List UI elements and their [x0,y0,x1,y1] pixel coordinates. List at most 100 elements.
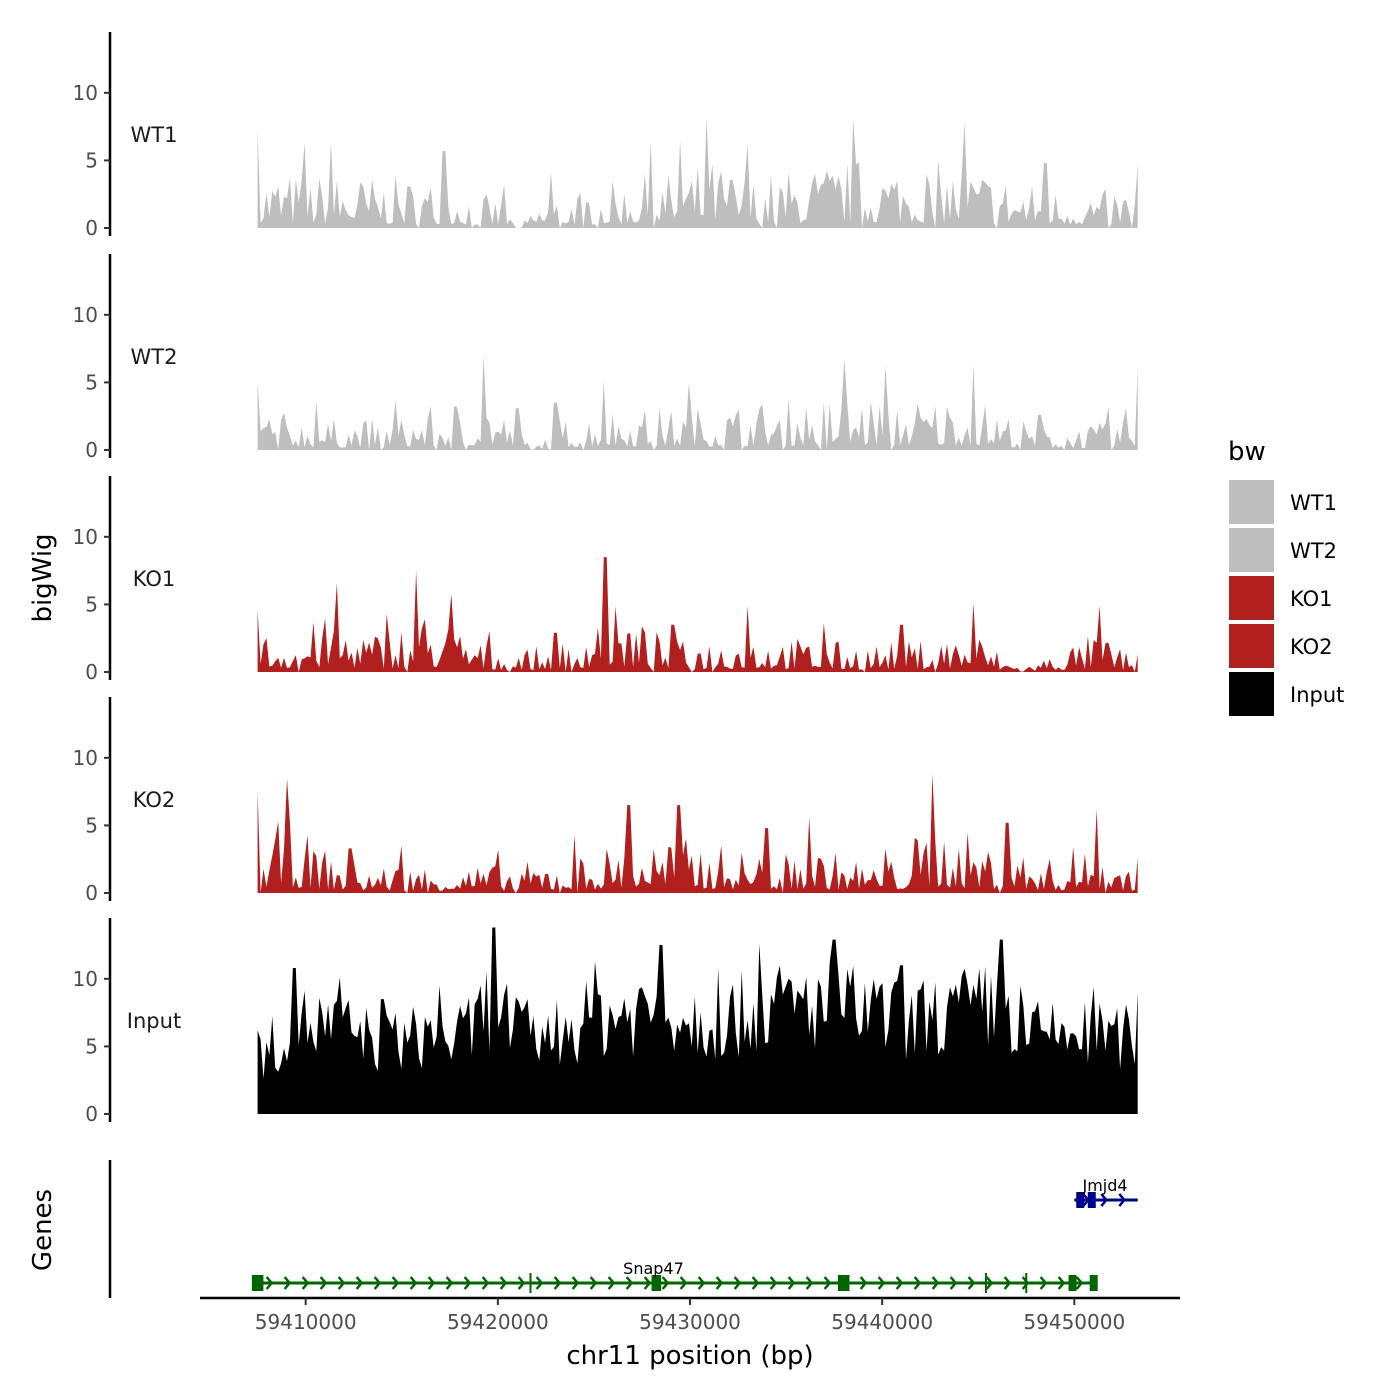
exon [251,1275,264,1291]
strand-arrow [1118,1193,1126,1207]
y-axis-title: bigWig [28,533,58,622]
gene-snap47: Snap47 [251,1259,1098,1293]
strand-arrow [643,1276,652,1290]
track-wt1: 0 5 10 WT1 [73,32,1138,240]
legend-entry-wt2: WT2 [1229,528,1337,572]
coverage-area-wt1 [257,117,1138,228]
legend-label: Input [1290,683,1344,707]
strand-arrow [337,1276,346,1290]
strand-arrow [535,1276,544,1290]
coverage-area-ko1 [257,557,1138,672]
strand-arrow [697,1276,706,1290]
strand-arrow [679,1276,688,1290]
x-tick-label: 59430000 [639,1310,741,1334]
genes-track-title: Genes [28,1189,58,1271]
exon [651,1275,662,1291]
legend-swatch [1229,576,1274,620]
x-tick-label: 59420000 [447,1310,549,1334]
track-label: Input [127,1009,181,1033]
y-tick-label: 10 [73,967,98,991]
track-wt2: 0 5 10 WT2 [73,254,1138,462]
strand-arrow [1057,1276,1066,1290]
strand-arrow [481,1276,490,1290]
coverage-area-ko2 [257,774,1138,893]
strand-arrow [895,1276,904,1290]
track-ko1: 0 5 10 KO1 [73,476,1138,684]
strand-arrow [589,1276,598,1290]
strand-arrow [715,1276,724,1290]
track-ko2: 0 5 10 KO2 [73,697,1138,905]
legend-swatch [1229,480,1274,524]
strand-arrow [1021,1276,1030,1290]
strand-arrow [1100,1193,1108,1207]
strand-arrow [985,1276,994,1290]
legend-entry-input: Input [1229,672,1344,716]
strand-arrow [787,1276,796,1290]
gene-track: Snap47 Jmjd4 [108,1160,1138,1298]
strand-arrow [1039,1276,1048,1290]
legend: bw WT1 WT2 KO1 KO2 Input [1228,437,1344,716]
strand-arrow [373,1276,382,1290]
x-tick-label: 59450000 [1023,1310,1125,1334]
legend-label: WT1 [1290,491,1337,515]
strand-arrow [319,1276,328,1290]
y-tick-label: 5 [85,813,98,837]
strand-arrow [967,1276,976,1290]
legend-label: KO2 [1290,635,1333,659]
y-tick-label: 0 [85,881,98,905]
x-tick-label: 59410000 [255,1310,357,1334]
y-tick-label: 5 [85,148,98,172]
strand-arrow [913,1276,922,1290]
legend-label: WT2 [1290,539,1337,563]
exon [1087,1192,1096,1208]
gene-label: Snap47 [623,1259,684,1278]
y-tick-label: 10 [73,81,98,105]
strand-arrow [859,1276,868,1290]
strand-arrow [517,1276,526,1290]
exon [1076,1192,1085,1208]
strand-arrow [265,1276,274,1290]
legend-label: KO1 [1290,587,1333,611]
strand-arrow [409,1276,418,1290]
y-tick-label: 0 [85,1102,98,1126]
x-axis: 59410000 59420000 59430000 59440000 59450000 [200,1296,1180,1334]
coverage-area-wt2 [257,355,1138,450]
strand-arrow [301,1276,310,1290]
strand-arrow [823,1276,832,1290]
strand-arrow [1003,1276,1012,1290]
exon [837,1275,850,1291]
strand-arrow [499,1276,508,1290]
strand-arrow [283,1276,292,1290]
y-tick-label: 5 [85,1034,98,1058]
legend-entry-ko2: KO2 [1229,624,1333,668]
legend-swatch [1229,624,1274,668]
coverage-area-input [257,927,1138,1114]
strand-arrow [949,1276,958,1290]
strand-arrow [751,1276,760,1290]
strand-arrow [445,1276,454,1290]
gene-jmjd4: Jmjd4 [1074,1176,1138,1208]
track-label: KO2 [133,788,176,812]
exon [1089,1275,1098,1291]
strand-arrow [427,1276,436,1290]
x-axis-title: chr11 position (bp) [566,1341,813,1371]
legend-title: bw [1228,437,1266,467]
legend-swatch [1229,528,1274,572]
y-tick-label: 10 [73,746,98,770]
strand-arrow [769,1276,778,1290]
y-tick-label: 10 [73,303,98,327]
track-label: WT1 [131,123,178,147]
track-label: WT2 [131,345,178,369]
strand-arrow [661,1276,670,1290]
y-tick-label: 0 [85,660,98,684]
strand-arrow [625,1276,634,1290]
y-tick-label: 10 [73,525,98,549]
strand-arrow [553,1276,562,1290]
exon [1068,1275,1077,1291]
y-tick-label: 5 [85,370,98,394]
track-label: KO1 [133,567,176,591]
y-tick-label: 0 [85,438,98,462]
track-input: 0 5 10 Input [73,918,1138,1126]
strand-arrow [607,1276,616,1290]
